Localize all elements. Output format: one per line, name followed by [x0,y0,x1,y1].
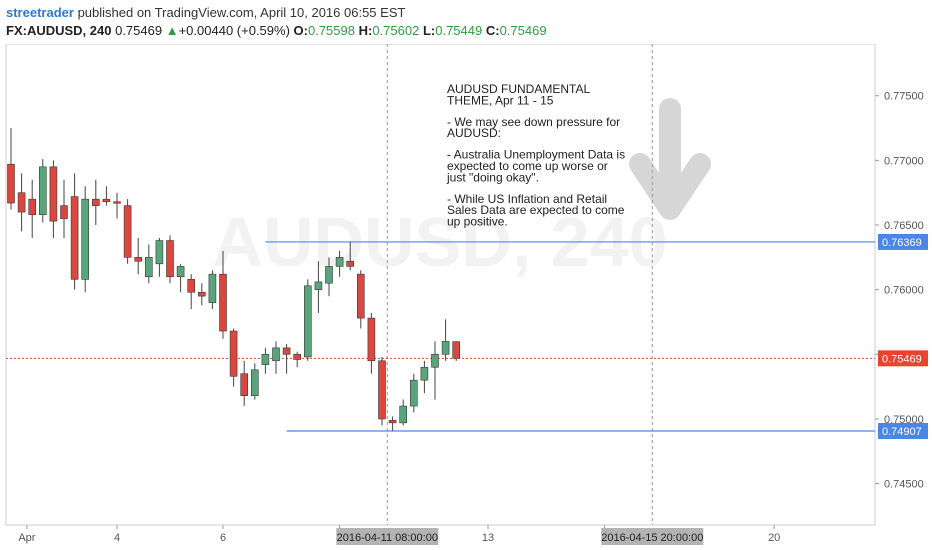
level-price-tag: 0.76369 [882,237,922,249]
candle[interactable] [293,354,302,360]
candle[interactable] [335,257,344,267]
x-tick-label: Apr [18,532,35,544]
annotation-line: just "doing okay". [446,170,539,184]
candle[interactable] [420,366,429,381]
x-tick-label: 13 [482,532,494,544]
y-tick-label: 0.77500 [884,91,924,103]
low-value: 0.75449 [435,23,483,38]
candle[interactable] [314,281,323,290]
candle[interactable] [102,198,111,203]
candle[interactable] [81,198,89,280]
candle[interactable] [282,347,291,355]
candle[interactable] [346,260,355,267]
candle[interactable] [399,405,408,424]
chart-header: streetrader published on TradingView.com… [0,0,932,44]
y-tick-label: 0.74500 [884,479,924,491]
candle[interactable] [240,373,248,396]
candle[interactable] [113,201,121,204]
candle[interactable] [70,196,79,280]
annotation-line: - While US Inflation and Retail [447,192,607,206]
candle[interactable] [229,330,238,377]
last-price-tag-bg [878,350,928,367]
crosshair-time-label: 2016-04-11 08:00:00 [337,532,438,544]
annotation-line: up positive. [447,215,508,229]
last-price-value: 0.75469 [115,23,163,38]
author-link[interactable]: streetrader [6,5,74,20]
plot-area[interactable] [5,44,876,526]
candle[interactable] [49,166,58,222]
up-arrow-icon: ▲ [165,23,179,38]
candle[interactable] [452,341,461,359]
price-change: +0.00440 (+0.59%) [178,23,290,38]
candle[interactable] [356,273,365,319]
candle[interactable] [388,419,397,424]
candle[interactable] [431,354,439,368]
level-price-tag: 0.74907 [882,426,922,438]
open-label: O: [293,23,308,38]
candle[interactable] [60,205,68,219]
y-tick-label: 0.77000 [884,155,924,167]
published-text: published on TradingView.com, April 10, … [77,5,406,20]
annotation-line: AUDUSD FUNDAMENTAL [447,82,590,96]
level-price-tag-bg [878,233,928,250]
y-tick-label: 0.76500 [884,220,924,232]
candle[interactable] [303,285,312,358]
candle[interactable] [92,198,100,206]
candle[interactable] [155,240,164,265]
close-label: C: [485,23,500,38]
low-label: L: [422,23,436,38]
publish-line: streetrader published on TradingView.com… [6,5,405,20]
y-tick-label: 0.76000 [884,285,924,297]
candle[interactable] [145,257,153,278]
crosshair-time-tag-bg [601,528,704,545]
candle[interactable] [198,291,206,297]
candle[interactable] [7,163,15,204]
candle[interactable] [123,205,132,258]
high-label: H: [358,23,373,38]
annotation-line: AUDUSD: [447,126,501,140]
symbol-label[interactable]: FX:AUDUSD, 240 [6,23,112,38]
candle[interactable] [367,317,376,362]
candle[interactable] [134,257,142,262]
candle[interactable] [28,198,37,215]
down-arrow-head-icon [629,153,711,220]
annotation-line: expected to come up worse or [447,159,608,173]
candle[interactable] [409,379,418,407]
candle[interactable] [166,240,174,278]
candle[interactable] [38,166,47,215]
annotation-line: THEME, Apr 11 - 15 [447,93,554,107]
candle[interactable] [441,341,450,355]
last-price-tag: 0.75469 [882,353,922,365]
candle[interactable] [272,347,280,362]
x-tick-label: 4 [114,532,120,544]
candle[interactable] [325,266,333,284]
symbol-line: FX:AUDUSD, 240 0.75469 ▲+0.00440 (+0.59%… [6,23,547,38]
candle[interactable] [251,369,259,396]
annotation-line: Sales Data are expected to come [447,203,625,217]
x-tick-label: 6 [220,532,226,544]
crosshair-time-label: 2016-04-15 20:00:00 [601,532,703,544]
candle[interactable] [208,273,217,303]
candle[interactable] [378,360,386,420]
level-price-tag-bg [878,422,928,439]
open-value: 0.75598 [307,23,355,38]
candle[interactable] [17,192,26,213]
annotation-line: - Australia Unemployment Data is [447,148,625,162]
candle[interactable] [261,354,270,365]
candle[interactable] [187,279,195,293]
close-value: 0.75469 [499,23,547,38]
candle[interactable] [176,266,185,278]
x-tick-label: 20 [768,532,780,544]
y-tick-label: 0.75000 [884,414,924,426]
candle[interactable] [219,273,227,332]
annotation-line: - We may see down pressure for [447,115,620,129]
crosshair-time-tag-bg [336,528,439,545]
high-value: 0.75602 [372,23,420,38]
